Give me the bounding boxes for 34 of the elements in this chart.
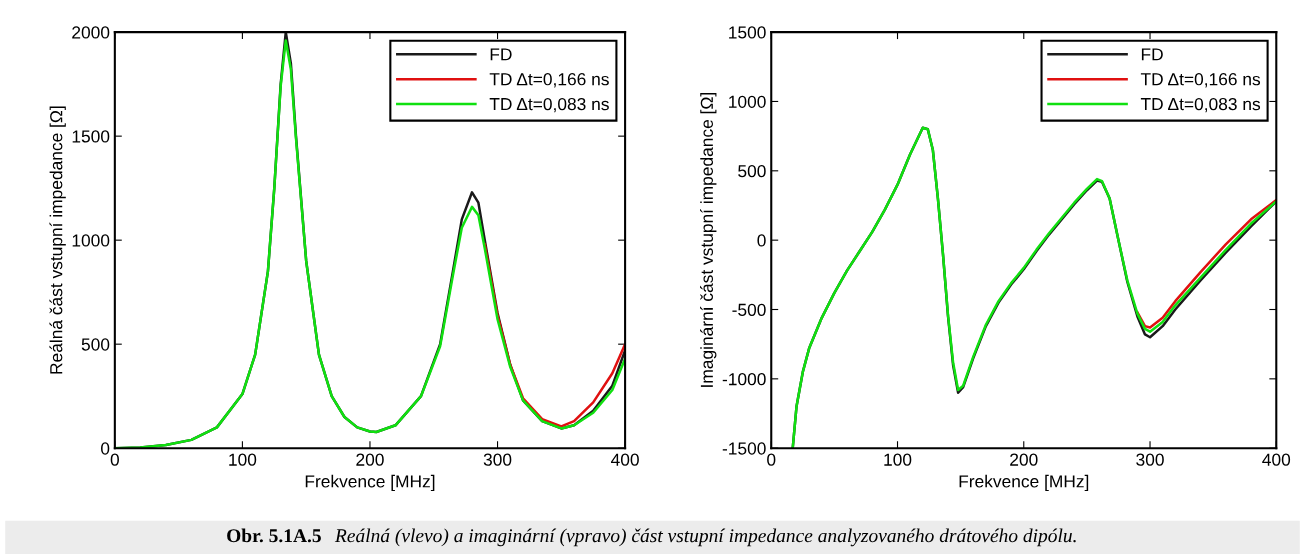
y-tick-label: 500 <box>81 338 110 351</box>
legend-label: TD Δt=0,083 ns <box>489 97 609 113</box>
y-tick-label: 0 <box>757 234 766 247</box>
legend-label: FD <box>1141 48 1163 61</box>
x-axis-title: Frekvence [MHz] <box>305 474 435 491</box>
y-tick-label: 1000 <box>729 95 766 108</box>
y-tick-label: 1500 <box>72 130 110 143</box>
y-tick-label: 0 <box>101 442 110 455</box>
y-tick-label: 2000 <box>72 26 110 39</box>
x-tick-label: 400 <box>1262 453 1291 466</box>
x-tick-label: 300 <box>483 453 512 466</box>
y-tick-label: 500 <box>738 164 766 178</box>
x-tick-label: 100 <box>884 453 912 466</box>
x-tick-label: 0 <box>767 453 776 466</box>
x-tick-label: 400 <box>611 453 639 466</box>
y-tick-label: 1500 <box>729 26 766 39</box>
y-tick-label: -1500 <box>722 442 766 455</box>
text: Obr. 5.1A.5 <box>227 528 321 543</box>
y-axis-title: Reálná část vstupní impedance [Ω] <box>49 106 66 374</box>
legend-label: FD <box>490 48 512 61</box>
legend-label: TD Δt=0,166 ns <box>489 73 609 88</box>
x-axis-title: Frekvence [MHz] <box>959 474 1089 491</box>
x-tick-label: 300 <box>1136 453 1164 466</box>
x-tick-label: 100 <box>229 453 257 466</box>
x-tick-label: 200 <box>1010 453 1038 466</box>
y-tick-label: -500 <box>732 303 766 316</box>
x-tick-label: 0 <box>110 453 119 466</box>
x-tick-label: 200 <box>356 453 384 466</box>
text: Reálná (vlevo) a imaginární (vpravo) část vstupní impedance analyzovaného drátového dipólu. <box>334 528 1076 547</box>
y-tick-label: -1000 <box>722 373 766 386</box>
y-axis-title: Imaginární část vstupní impedance [Ω] <box>700 93 717 387</box>
legend-label: TD Δt=0,083 ns <box>1140 97 1261 113</box>
legend-label: TD Δt=0,166 ns <box>1140 73 1261 88</box>
y-tick-label: 1000 <box>72 234 110 247</box>
